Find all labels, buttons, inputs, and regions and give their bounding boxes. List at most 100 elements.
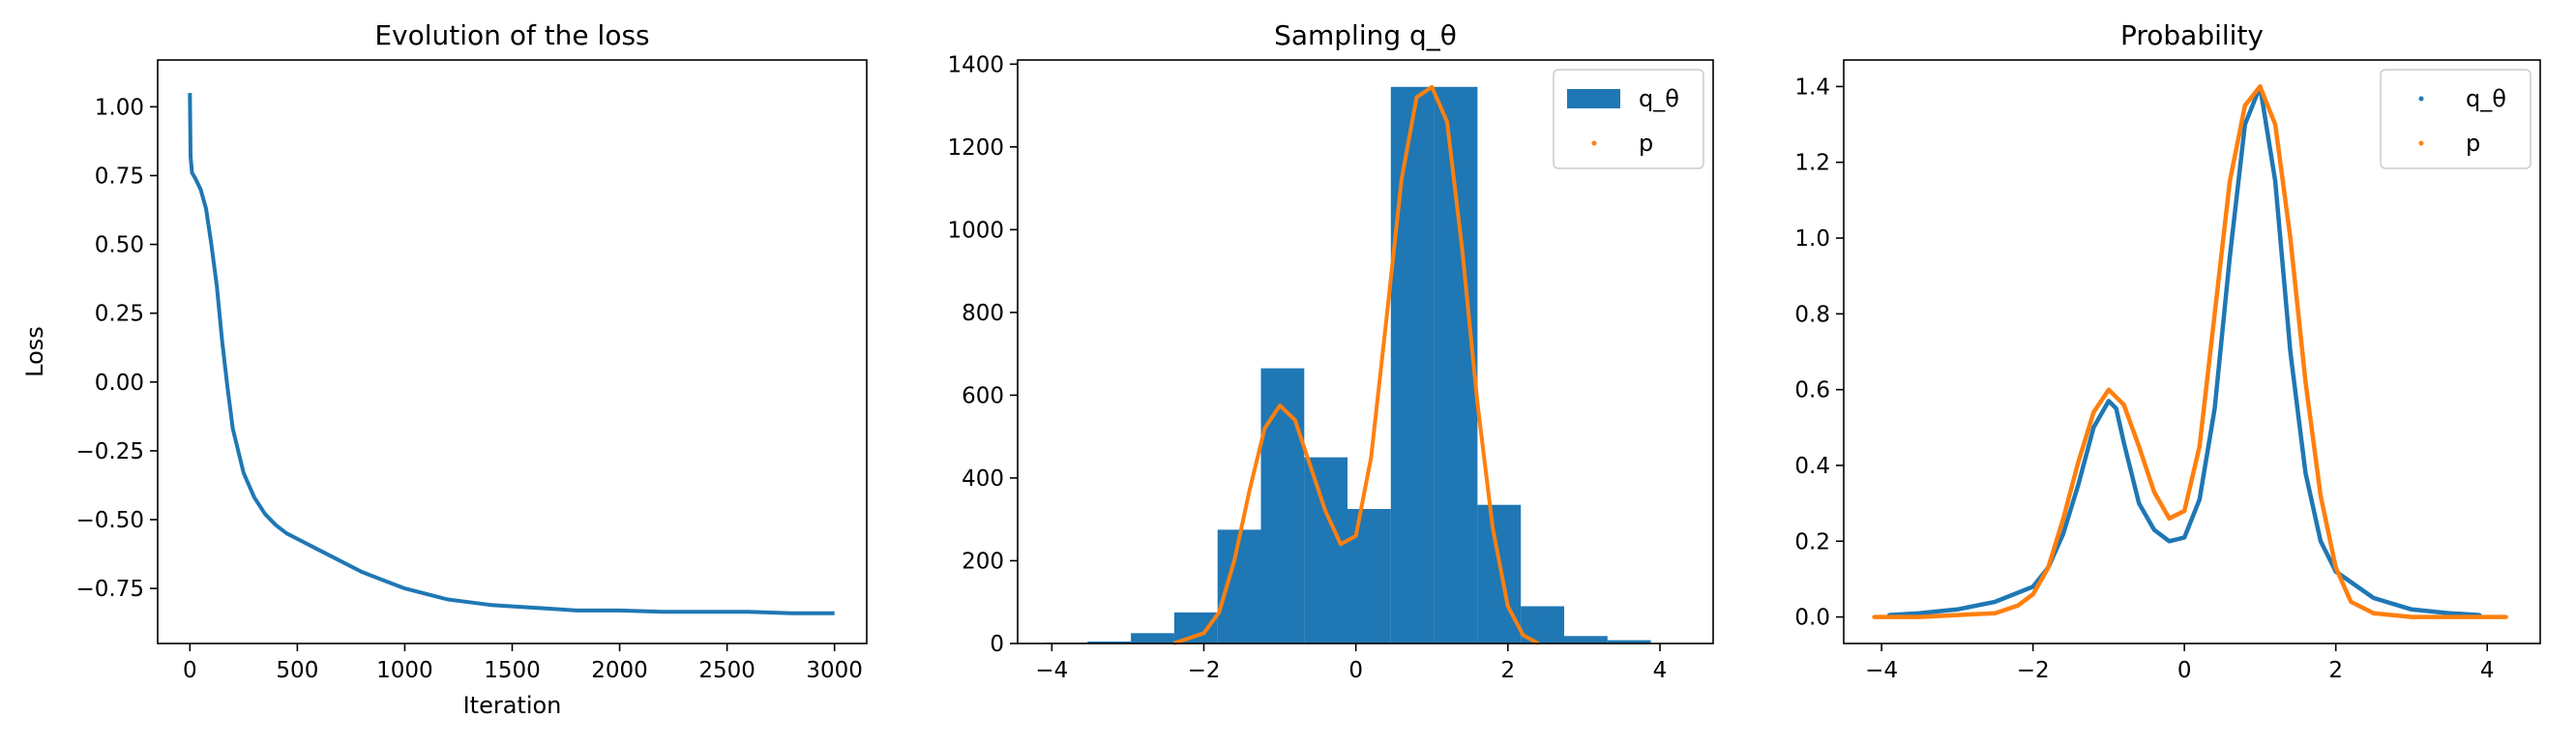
y-tick-label: 600 — [962, 383, 1004, 408]
scatter-point — [2061, 531, 2065, 536]
scatter-point — [2016, 603, 2020, 608]
scatter-point — [2319, 539, 2323, 544]
scatter-point — [2228, 254, 2233, 259]
data-marks — [1044, 84, 1651, 645]
scatter-point — [2273, 179, 2278, 184]
y-tick-label: 1.2 — [1794, 151, 1830, 176]
histogram-bar — [1607, 640, 1651, 643]
scatter-point — [2091, 425, 2096, 430]
x-tick-label: 3000 — [806, 658, 863, 683]
histogram-bar — [1477, 504, 1522, 643]
scatter-point — [2046, 565, 2051, 570]
scatter-point — [2371, 596, 2376, 600]
legend-label-0: q_θ — [1639, 85, 1679, 112]
scatter-point — [2137, 501, 2142, 506]
scatter-point — [1917, 611, 1922, 615]
y-tick-label: 0.75 — [95, 164, 144, 189]
legend-label-1: p — [2466, 130, 2480, 157]
y-tick-label: 1000 — [947, 218, 1004, 243]
y-tick-label: −0.50 — [76, 508, 144, 533]
loss-line — [188, 93, 835, 615]
scatter-point — [2151, 527, 2156, 532]
scatter-point — [2212, 312, 2217, 316]
scatter-point — [2197, 497, 2202, 502]
x-tick-label: 2000 — [591, 658, 648, 683]
y-tick-label: 0 — [990, 632, 1004, 657]
y-tick-label: 400 — [962, 466, 1004, 492]
y-tick-label: 0.4 — [1794, 454, 1830, 479]
scatter-point — [2333, 565, 2338, 570]
scatter-point — [2349, 599, 2354, 604]
scatter-point — [2076, 460, 2081, 464]
y-tick-label: 0.0 — [1794, 606, 1830, 631]
x-tick-label: −2 — [1188, 658, 1221, 683]
scatter-point — [1872, 614, 1877, 619]
scatter-point — [2410, 607, 2413, 612]
x-axis-label: Iteration — [463, 692, 562, 719]
y-tick-label: 0.25 — [95, 302, 144, 327]
scatter-point — [2076, 482, 2081, 487]
x-tick-label: 1500 — [484, 658, 541, 683]
histogram-bar — [1390, 86, 1435, 644]
legend: q_θp — [2380, 69, 2532, 169]
legend-marker-1 — [1591, 140, 1597, 146]
scatter-point — [1993, 599, 1998, 604]
y-tick-label: 1.00 — [95, 95, 144, 120]
y-tick-label: −0.25 — [76, 439, 144, 464]
data-marks — [1872, 84, 2508, 619]
scatter-point — [2030, 584, 2035, 589]
x-tick-label: 4 — [1653, 658, 1668, 683]
histogram-bar — [1087, 641, 1132, 643]
y-tick-label: 0.2 — [1794, 529, 1830, 554]
chart-title: Sampling q_θ — [1274, 19, 1457, 51]
scatter-point — [2303, 379, 2308, 384]
histogram-bar — [1347, 509, 1391, 643]
y-tick-label: 1400 — [947, 52, 1004, 77]
scatter-point — [2371, 611, 2376, 615]
scatter-point — [2242, 122, 2247, 127]
histogram-bar — [1304, 457, 1347, 643]
y-axis-label: Loss — [21, 326, 48, 377]
y-tick-label: 1.0 — [1794, 226, 1830, 252]
x-tick-label: 500 — [276, 658, 318, 683]
scatter-point — [2182, 509, 2187, 513]
scatter-point — [2151, 490, 2156, 494]
scatter-point — [2503, 614, 2508, 619]
legend-frame — [1553, 69, 1704, 169]
legend-marker-1 — [2418, 140, 2424, 146]
legend-swatch-0 — [1567, 89, 1620, 108]
x-tick-label: 1000 — [376, 658, 433, 683]
scatter-point — [2030, 592, 2035, 597]
sampling-plot: Sampling q_θ −4 −2 0 2 4 0 200 400 600 800 1000 1200… — [947, 19, 1714, 683]
scatter-point — [2114, 406, 2118, 411]
x-tick-label: 0 — [183, 658, 197, 683]
x-tick-label: 0 — [1348, 658, 1363, 683]
y-tick-label: 0.8 — [1794, 302, 1830, 327]
chart-title: Evolution of the loss — [374, 19, 649, 51]
axes-frame — [1843, 59, 2541, 644]
scatter-point — [2228, 179, 2233, 184]
scatter-point — [1955, 613, 1960, 617]
scatter-point — [2447, 611, 2452, 615]
histogram-bar — [1434, 86, 1478, 644]
scatter-point — [2447, 614, 2452, 619]
scatter-point — [2121, 403, 2126, 407]
x-tick-label: 4 — [2480, 658, 2495, 683]
scatter-point — [2303, 470, 2308, 475]
scatter-point — [1955, 607, 1960, 612]
scatter-point — [2258, 84, 2263, 89]
scatter-point — [1917, 614, 1922, 619]
x-tick-label: 0 — [2177, 658, 2192, 683]
legend-label-1: p — [1639, 130, 1653, 157]
scatter-point — [2197, 444, 2202, 449]
legend-label-0: q_θ — [2466, 85, 2506, 112]
x-tick-label: 2500 — [698, 658, 755, 683]
scatter-point — [2410, 614, 2413, 619]
data-marks — [188, 93, 835, 615]
chart-title: Probability — [2120, 19, 2264, 51]
scatter-point — [2319, 494, 2323, 498]
scatter-point — [2273, 122, 2278, 127]
axes-frame — [1017, 59, 1714, 644]
legend: q_θp — [1553, 69, 1704, 169]
scatter-point — [2288, 236, 2293, 240]
